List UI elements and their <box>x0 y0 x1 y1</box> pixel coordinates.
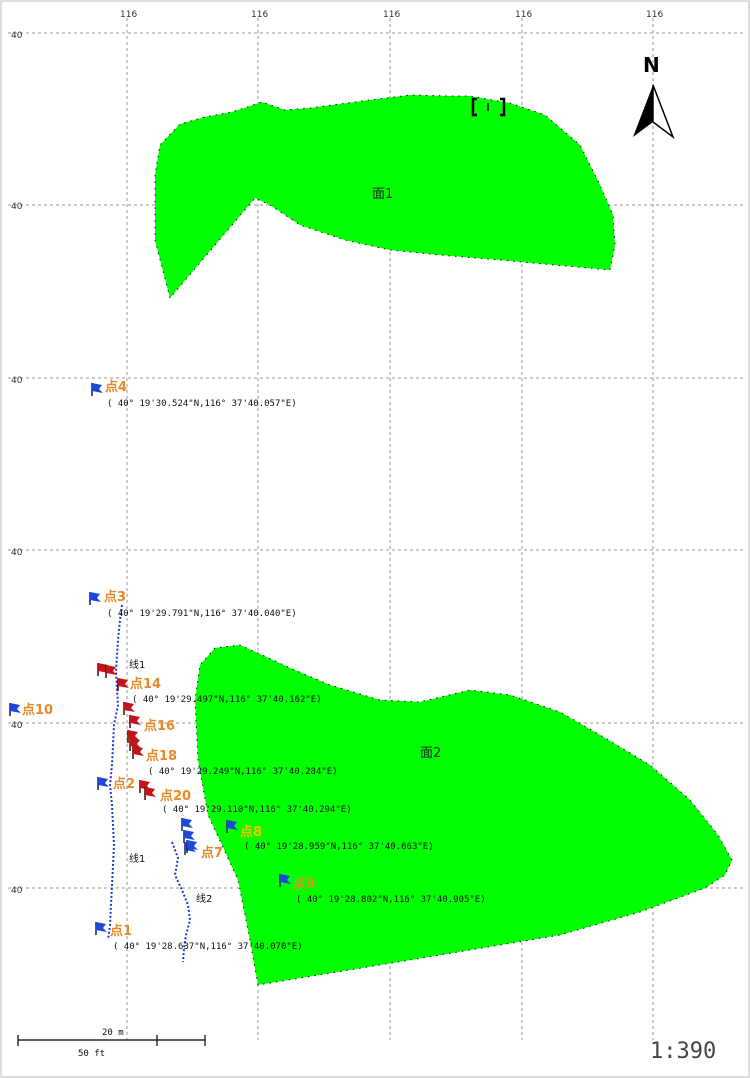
point-label-p7: 点7 <box>201 845 223 861</box>
point-coord-p3: ( 40° 19'29.791"N,116° 37'40.040"E) <box>107 609 297 619</box>
blue-flag-icon[interactable] <box>89 592 101 605</box>
blue-flag-icon[interactable] <box>186 840 198 853</box>
red-flag-icon[interactable] <box>123 702 135 715</box>
blue-flag-icon[interactable] <box>183 830 195 843</box>
point-label-p8: 点8 <box>240 824 262 840</box>
red-flag-icon[interactable] <box>127 730 139 743</box>
point-label-p14: 点14 <box>130 676 161 692</box>
blue-flag-icon[interactable] <box>9 703 21 716</box>
lat-tick-label: 40 <box>11 202 23 212</box>
red-flag-icon[interactable] <box>129 738 141 751</box>
point-coord-p8: ( 40° 19'28.959"N,116° 37'40.663"E) <box>244 842 434 852</box>
blue-flag-icon[interactable] <box>226 820 238 833</box>
lon-tick-label: 116 <box>120 10 137 20</box>
blue-flag-icon[interactable] <box>181 818 193 831</box>
area-polygon-2[interactable] <box>194 644 733 986</box>
point-coord-p1: ( 40° 19'28.637"N,116° 37'40.070"E) <box>113 942 303 952</box>
bracket-marker-icon <box>471 97 506 117</box>
lon-tick-label: 116 <box>646 10 663 20</box>
point-label-p10: 点10 <box>22 702 53 718</box>
point-label-p9: 点9 <box>293 876 315 892</box>
point-label-p20: 点20 <box>160 788 191 804</box>
red-flag-icon[interactable] <box>117 678 129 691</box>
red-flag-icon[interactable] <box>105 665 117 678</box>
lat-tick-label: 40 <box>11 548 23 558</box>
red-flag-icon[interactable] <box>139 780 151 793</box>
point-label-p16: 点16 <box>144 718 175 734</box>
red-flag-icon[interactable] <box>129 715 141 728</box>
blue-flag-icon[interactable] <box>95 922 107 935</box>
point-label-p18: 点18 <box>146 748 177 764</box>
lat-tick-label: 40 <box>11 721 23 731</box>
scale-bar: 20 m 50 ft <box>17 1028 206 1059</box>
area-label-1: 面1 <box>372 187 393 202</box>
point-coord-p20: ( 40° 19'29.110"N,116° 37'40.294"E) <box>162 805 352 815</box>
point-coord-p14: ( 40° 19'29.497"N,116° 37'40.162"E) <box>132 695 322 705</box>
lon-tick-label: 116 <box>383 10 400 20</box>
lon-tick-label: 116 <box>515 10 532 20</box>
north-label: N <box>643 53 660 77</box>
points-layer: 点4 ( 40° 19'30.524"N,116° 37'40.057"E) 点3 (… <box>9 379 486 952</box>
grid-labels: 116 116 116 116 116 40 40 40 40 40 40 <box>11 10 663 896</box>
red-flag-icon[interactable] <box>132 746 144 759</box>
blue-flag-icon[interactable] <box>279 874 291 887</box>
lat-tick-label: 40 <box>11 886 23 896</box>
point-label-p2: 点2 <box>113 776 135 792</box>
lat-tick-label: 40 <box>11 376 23 386</box>
lon-tick-label: 116 <box>251 10 268 20</box>
scale-ratio: 1:390 <box>650 1039 716 1064</box>
line-label-2: 线2 <box>196 892 212 905</box>
track-line-1[interactable] <box>107 604 123 941</box>
point-label-p3: 点3 <box>104 589 126 605</box>
scale-imperial-label: 50 ft <box>78 1049 105 1059</box>
line-label-1a: 线1 <box>129 658 145 671</box>
blue-flag-icon[interactable] <box>91 383 103 396</box>
point-coord-p18: ( 40° 19'29.249"N,116° 37'40.284"E) <box>148 767 338 777</box>
point-label-p4: 点4 <box>105 379 127 395</box>
lat-tick-label: 40 <box>11 31 23 41</box>
area-polygon-1[interactable] <box>154 94 616 300</box>
point-coord-p9: ( 40° 19'28.802"N,116° 37'40.905"E) <box>296 895 486 905</box>
blue-flag-icon[interactable] <box>97 777 109 790</box>
area-label-2: 面2 <box>420 746 441 761</box>
line-label-1b: 线1 <box>129 852 145 865</box>
red-flag-icon[interactable] <box>144 787 156 800</box>
point-label-p1: 点1 <box>110 923 132 939</box>
scale-metric-label: 20 m <box>102 1028 124 1038</box>
north-arrow-icon: N <box>633 53 675 140</box>
point-coord-p4: ( 40° 19'30.524"N,116° 37'40.057"E) <box>107 399 297 409</box>
